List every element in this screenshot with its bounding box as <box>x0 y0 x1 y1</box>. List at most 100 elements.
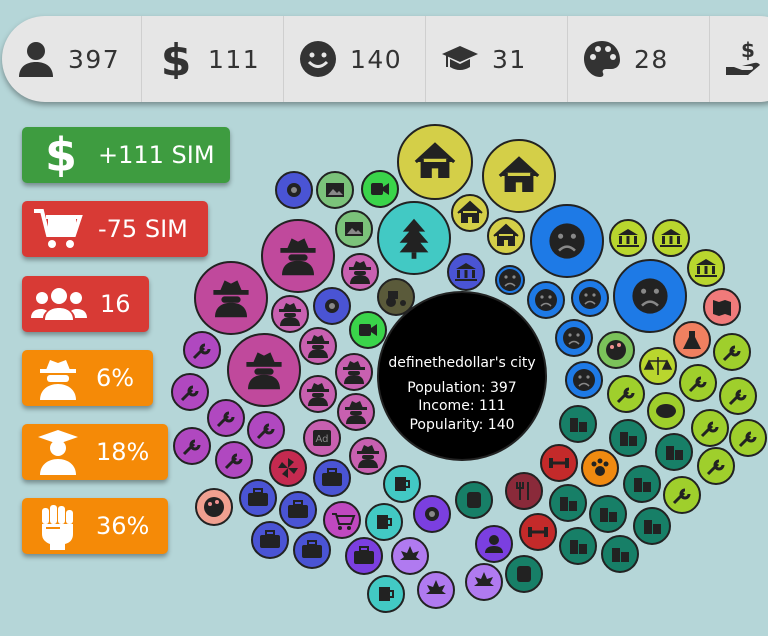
office-building[interactable] <box>623 465 661 503</box>
stat-money[interactable]: $ 111 <box>142 16 284 102</box>
card-homeless[interactable]: 16 <box>22 276 149 332</box>
bank-building[interactable] <box>652 219 690 257</box>
sad-building[interactable] <box>527 281 565 319</box>
spy-building[interactable] <box>337 393 375 431</box>
user-building[interactable] <box>475 525 513 563</box>
spy-building[interactable] <box>349 437 387 475</box>
bank-building[interactable] <box>687 249 725 287</box>
stat-culture[interactable]: 28 <box>568 16 710 102</box>
bag-building[interactable] <box>251 521 289 559</box>
spy-building[interactable] <box>299 327 337 365</box>
cart-building[interactable] <box>323 501 361 539</box>
pic-building[interactable] <box>316 171 354 209</box>
sad-building[interactable] <box>571 279 609 317</box>
stat-population[interactable]: 397 <box>2 16 142 102</box>
paw-building[interactable] <box>581 449 619 487</box>
sad-building[interactable] <box>565 361 603 399</box>
fist-building[interactable] <box>505 555 543 593</box>
sad-building[interactable] <box>495 265 525 295</box>
bank-building[interactable] <box>609 219 647 257</box>
sad-building[interactable] <box>613 259 687 333</box>
scale-building[interactable] <box>639 347 677 385</box>
palette-building[interactable] <box>195 488 233 526</box>
house-building[interactable] <box>487 217 525 255</box>
office-building[interactable] <box>549 484 587 522</box>
wrench-building[interactable] <box>663 476 701 514</box>
spy-building[interactable] <box>341 253 379 291</box>
spy-building[interactable] <box>227 333 301 407</box>
wrench-building[interactable] <box>183 331 221 369</box>
bank-building[interactable] <box>447 253 485 291</box>
office-building[interactable] <box>601 535 639 573</box>
cam-building[interactable] <box>349 311 387 349</box>
mug-building[interactable] <box>367 575 405 613</box>
food-building[interactable] <box>505 472 543 510</box>
bag-building[interactable] <box>279 491 317 529</box>
card-crime[interactable]: 6% <box>22 350 153 406</box>
spy-building[interactable] <box>299 375 337 413</box>
wrench-building[interactable] <box>713 333 751 371</box>
stat-happiness[interactable]: 140 <box>284 16 426 102</box>
office-building[interactable] <box>589 495 627 533</box>
bag-building[interactable] <box>345 537 383 575</box>
wrench-building[interactable] <box>247 411 285 449</box>
wrench-building[interactable] <box>697 447 735 485</box>
card-unrest[interactable]: 36% <box>22 498 168 554</box>
sad-building[interactable] <box>530 204 604 278</box>
card-education[interactable]: 18% <box>22 424 168 480</box>
office-building[interactable] <box>633 507 671 545</box>
bag-building[interactable] <box>293 531 331 569</box>
spy-building[interactable] <box>271 295 309 333</box>
dumbbell-building[interactable] <box>540 444 578 482</box>
leaf-building[interactable] <box>465 563 503 601</box>
city-center[interactable]: definethedollar's city Population: 397 I… <box>377 291 547 461</box>
tree-building[interactable] <box>377 201 451 275</box>
wrench-building[interactable] <box>691 409 729 447</box>
fist-building[interactable] <box>455 481 493 519</box>
spy-building[interactable] <box>261 219 335 293</box>
ad-building[interactable]: Ad <box>303 419 341 457</box>
wrench-building[interactable] <box>171 373 209 411</box>
card-expenses[interactable]: -75 SIM <box>22 201 208 257</box>
office-building[interactable] <box>655 433 693 471</box>
gear-building[interactable] <box>413 495 451 533</box>
stat-education[interactable]: 31 <box>426 16 568 102</box>
pic-building[interactable] <box>335 210 373 248</box>
card-income[interactable]: $ +111 SIM <box>22 127 230 183</box>
stat-tax[interactable]: $ 77 <box>710 16 768 102</box>
office-building[interactable] <box>609 419 647 457</box>
pinwheel-building[interactable] <box>269 449 307 487</box>
map-building[interactable] <box>703 288 741 326</box>
mug-building[interactable] <box>383 465 421 503</box>
office-building[interactable] <box>559 527 597 565</box>
bag-building[interactable] <box>239 479 277 517</box>
wrench-building[interactable] <box>207 399 245 437</box>
spy-building[interactable] <box>335 353 373 391</box>
palette-building[interactable] <box>597 331 635 369</box>
house-building[interactable] <box>397 124 473 200</box>
bag-building[interactable] <box>313 459 351 497</box>
sad-building[interactable] <box>555 319 593 357</box>
stat-value: 31 <box>492 44 527 74</box>
house-building[interactable] <box>482 139 556 213</box>
wrench-building[interactable] <box>173 427 211 465</box>
wrench-building[interactable] <box>719 377 757 415</box>
flask-building[interactable] <box>673 321 711 359</box>
spy-building[interactable] <box>194 261 268 335</box>
gear-building[interactable] <box>275 171 313 209</box>
tractor-building[interactable] <box>377 278 415 316</box>
office-building[interactable] <box>559 405 597 443</box>
wrench-building[interactable] <box>679 364 717 402</box>
dumbbell-building[interactable] <box>519 513 557 551</box>
cam-building[interactable] <box>361 170 399 208</box>
pig-building[interactable] <box>647 392 685 430</box>
house-building[interactable] <box>451 194 489 232</box>
mug-building[interactable] <box>365 503 403 541</box>
wrench-building[interactable] <box>729 419 767 457</box>
wrench-building[interactable] <box>607 375 645 413</box>
gear-building[interactable] <box>313 287 351 325</box>
wrench-building[interactable] <box>215 441 253 479</box>
sad-icon <box>563 327 585 349</box>
leaf-building[interactable] <box>391 537 429 575</box>
leaf-building[interactable] <box>417 571 455 609</box>
